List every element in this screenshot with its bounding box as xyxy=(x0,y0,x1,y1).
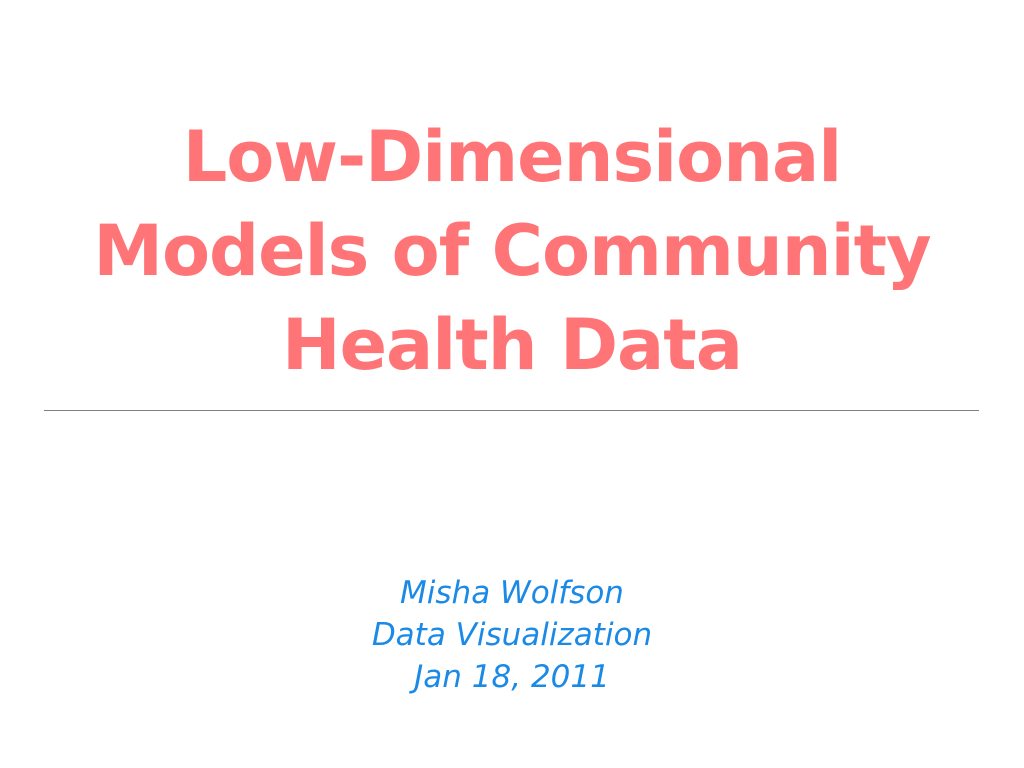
presentation-date: Jan 18, 2011 xyxy=(414,659,610,695)
title-line: Low-Dimensional xyxy=(182,116,843,198)
slide-title: Low-Dimensional Models of Community Heal… xyxy=(0,110,1024,392)
title-divider xyxy=(44,410,979,411)
author-name: Misha Wolfson xyxy=(400,575,624,611)
slide-subtitle: Misha Wolfson Data Visualization Jan 18,… xyxy=(0,572,1024,698)
title-line: Health Data xyxy=(282,304,743,386)
title-line: Models of Community xyxy=(93,210,931,292)
course-name: Data Visualization xyxy=(371,617,653,653)
